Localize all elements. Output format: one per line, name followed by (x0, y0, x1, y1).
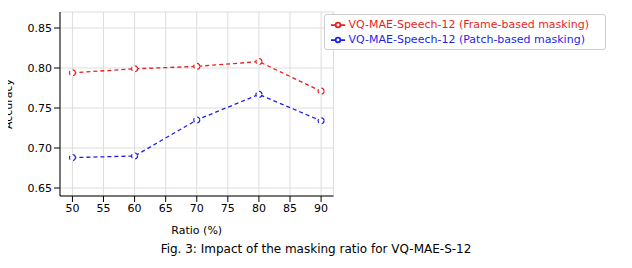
html-text:VQ-MAE-Speech-12 (Frame-based: VQ-MAE-Speech-12 (Frame-based masking) (348, 18, 589, 31)
svg-text:0.75: 0.75 (28, 102, 53, 115)
svg-text:75: 75 (221, 202, 235, 215)
html-text:VQ-MAE-Speech-12 (Patch-based: VQ-MAE-Speech-12 (Patch-based masking) (348, 33, 585, 46)
svg-text:0.70: 0.70 (28, 142, 53, 155)
svg-text:55: 55 (97, 202, 111, 215)
html-text:Fig. 3: Impact of the masking: Fig. 3: Impact of the masking ratio for … (160, 242, 472, 256)
svg-text:80: 80 (252, 202, 266, 215)
svg-text:60: 60 (128, 202, 142, 215)
svg-text:Accuracy: Accuracy (8, 78, 15, 129)
svg-text:70: 70 (190, 202, 204, 215)
svg-text:85: 85 (283, 202, 297, 215)
svg-text:90: 90 (314, 202, 328, 215)
svg-text:0.80: 0.80 (28, 62, 53, 75)
svg-text:Ratio (%): Ratio (%) (171, 224, 222, 237)
svg-text:65: 65 (159, 202, 173, 215)
svg-text:0.85: 0.85 (28, 22, 53, 35)
svg-text:50: 50 (65, 202, 79, 215)
svg-text:0.65: 0.65 (28, 182, 53, 195)
